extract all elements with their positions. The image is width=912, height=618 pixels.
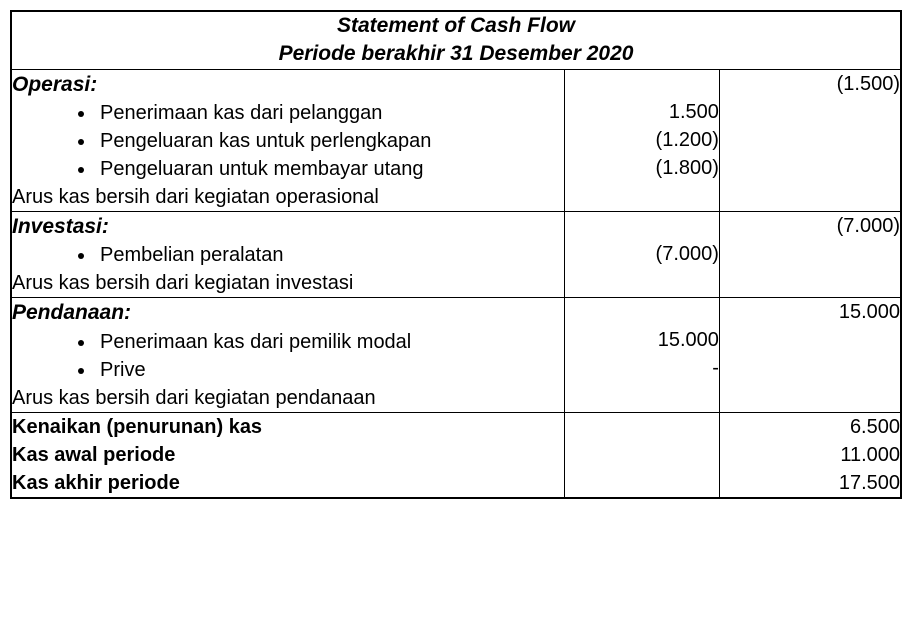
summary-amount-1: 11.000: [720, 441, 900, 469]
section-summary: Kenaikan (penurunan) kas Kas awal period…: [11, 412, 901, 498]
section-investasi: Investasi: Pembelian peralatan Arus kas …: [11, 212, 901, 298]
summary-label-0: Kenaikan (penurunan) kas: [12, 413, 564, 441]
pendanaan-items: Penerimaan kas dari pemilik modal Prive: [12, 328, 564, 384]
operasi-amount-1: (1.200): [565, 126, 719, 154]
investasi-amount-0: (7.000): [565, 240, 719, 268]
investasi-description: Investasi: Pembelian peralatan Arus kas …: [11, 212, 565, 298]
operasi-subtotal-amount: (1.500): [837, 73, 900, 95]
cash-flow-statement: Statement of Cash Flow Periode berakhir …: [10, 10, 902, 499]
summary-amounts-empty: [565, 412, 720, 498]
operasi-heading: Operasi:: [12, 70, 564, 99]
operasi-amount-2: (1.800): [565, 154, 719, 182]
summary-label-1: Kas awal periode: [12, 441, 564, 469]
operasi-total: (1.500): [719, 69, 901, 211]
pendanaan-amount-1: -: [565, 354, 719, 382]
statement-header: Statement of Cash Flow Periode berakhir …: [11, 11, 901, 69]
investasi-item-0: Pembelian peralatan: [96, 241, 564, 269]
investasi-subtotal-amount: (7.000): [837, 215, 900, 237]
investasi-items: Pembelian peralatan: [12, 241, 564, 269]
operasi-description: Operasi: Penerimaan kas dari pelanggan P…: [11, 69, 565, 211]
investasi-heading: Investasi:: [12, 212, 564, 241]
section-operasi: Operasi: Penerimaan kas dari pelanggan P…: [11, 69, 901, 211]
summary-label-2: Kas akhir periode: [12, 469, 564, 497]
pendanaan-total: 15.000: [719, 298, 901, 412]
pendanaan-description: Pendanaan: Penerimaan kas dari pemilik m…: [11, 298, 565, 412]
operasi-subtotal-label: Arus kas bersih dari kegiatan operasiona…: [12, 183, 564, 211]
pendanaan-item-1: Prive: [96, 356, 564, 384]
operasi-item-2: Pengeluaran untuk membayar utang: [96, 155, 564, 183]
operasi-amounts: 1.500 (1.200) (1.800): [565, 69, 720, 211]
pendanaan-amount-0: 15.000: [565, 326, 719, 354]
operasi-item-0: Penerimaan kas dari pelanggan: [96, 99, 564, 127]
statement-subtitle: Periode berakhir 31 Desember 2020: [12, 40, 900, 68]
summary-amount-2: 17.500: [720, 469, 900, 497]
summary-amount-0: 6.500: [720, 413, 900, 441]
investasi-amounts: (7.000): [565, 212, 720, 298]
operasi-amount-0: 1.500: [565, 98, 719, 126]
statement-title: Statement of Cash Flow: [12, 12, 900, 40]
pendanaan-heading: Pendanaan:: [12, 298, 564, 327]
operasi-items: Penerimaan kas dari pelanggan Pengeluara…: [12, 99, 564, 183]
section-pendanaan: Pendanaan: Penerimaan kas dari pemilik m…: [11, 298, 901, 412]
investasi-subtotal-label: Arus kas bersih dari kegiatan investasi: [12, 269, 564, 297]
pendanaan-subtotal-label: Arus kas bersih dari kegiatan pendanaan: [12, 384, 564, 412]
operasi-item-1: Pengeluaran kas untuk perlengkapan: [96, 127, 564, 155]
summary-totals: 6.500 11.000 17.500: [719, 412, 901, 498]
pendanaan-subtotal-amount: 15.000: [839, 301, 900, 323]
summary-description: Kenaikan (penurunan) kas Kas awal period…: [11, 412, 565, 498]
investasi-total: (7.000): [719, 212, 901, 298]
pendanaan-item-0: Penerimaan kas dari pemilik modal: [96, 328, 564, 356]
pendanaan-amounts: 15.000 -: [565, 298, 720, 412]
